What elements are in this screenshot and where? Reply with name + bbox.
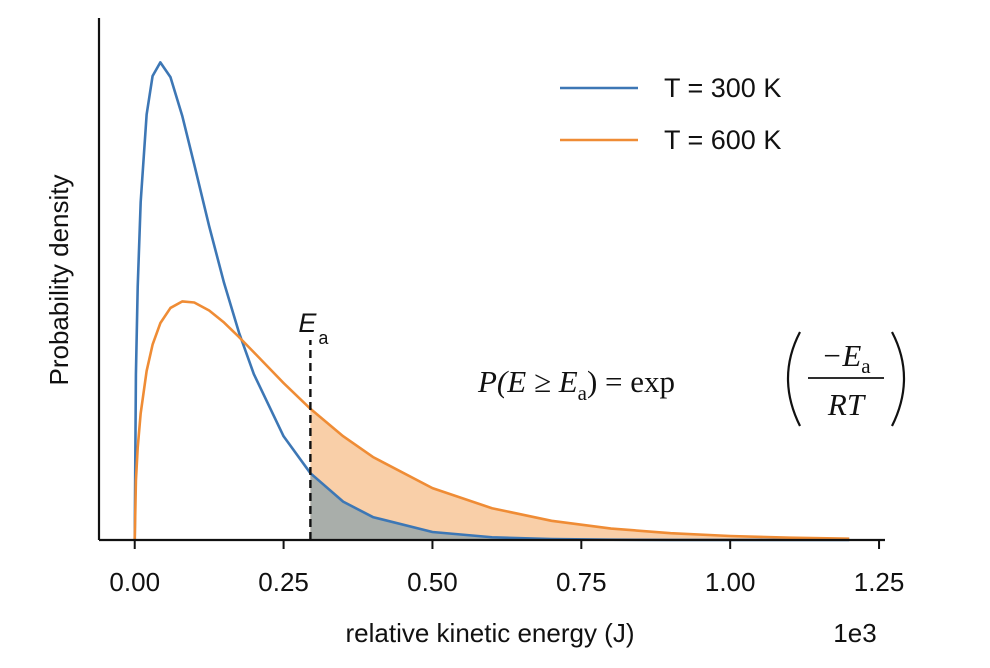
legend-label: T = 300 K bbox=[664, 73, 781, 103]
x-tick-label: 1.00 bbox=[705, 567, 756, 597]
series-line bbox=[133, 300, 850, 541]
x-offset-label: 1e3 bbox=[833, 618, 876, 648]
x-tick-label: 0.00 bbox=[109, 567, 160, 597]
formula-numerator: −Ea bbox=[821, 338, 871, 378]
formula-denominator: RT bbox=[827, 387, 867, 422]
x-tick-label: 0.50 bbox=[407, 567, 458, 597]
activation-energy-label-sub: a bbox=[318, 328, 329, 348]
formula-lhs: P(E ≥ Ea) = exp bbox=[477, 364, 675, 405]
x-tick-label: 0.25 bbox=[258, 567, 309, 597]
formula-numerator-sub: a bbox=[861, 354, 871, 378]
formula-lhs-text: P(E ≥ E bbox=[477, 364, 578, 399]
formula-paren-left bbox=[786, 331, 801, 427]
tail-area bbox=[310, 408, 850, 540]
activation-energy-label-text: E bbox=[298, 308, 317, 338]
formula-lhs-end: ) = exp bbox=[587, 364, 675, 399]
formula-lhs-sub: a bbox=[578, 381, 588, 405]
x-axis-label: relative kinetic energy (J) bbox=[346, 618, 635, 648]
y-axis-label: Probability density bbox=[44, 175, 74, 386]
formula-paren-right bbox=[891, 331, 906, 427]
x-tick-label: 1.25 bbox=[854, 567, 905, 597]
x-tick-label: 0.75 bbox=[556, 567, 607, 597]
legend-label: T = 600 K bbox=[664, 125, 781, 155]
tail-area bbox=[310, 473, 850, 540]
formula-numerator-text: −E bbox=[821, 338, 861, 373]
